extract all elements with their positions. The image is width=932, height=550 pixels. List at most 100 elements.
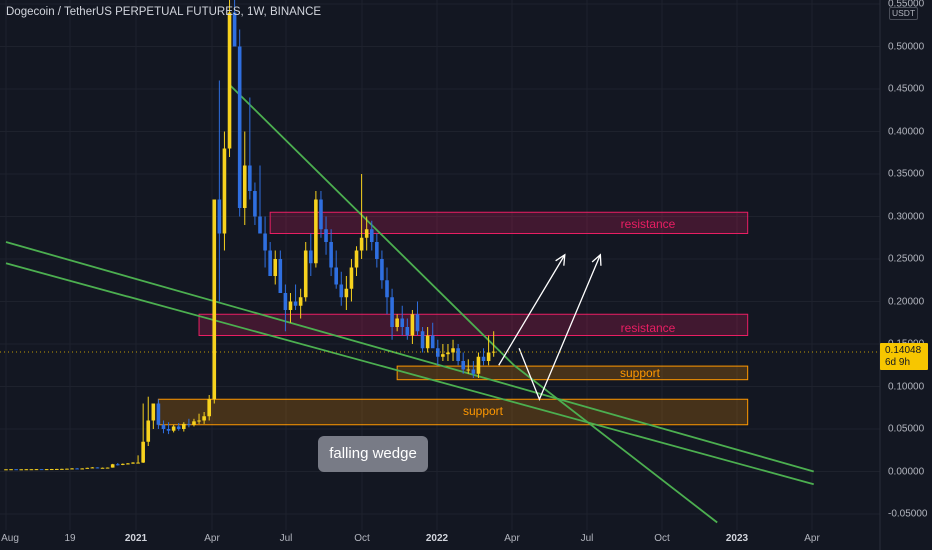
candle-body: [9, 469, 13, 471]
currency-badge[interactable]: USDT: [889, 7, 919, 20]
candle-body: [95, 467, 100, 469]
candle-body: [85, 467, 90, 469]
support-lower-zone: [157, 398, 749, 426]
candle-body: [49, 469, 54, 471]
candle-body: [456, 348, 460, 361]
candle-body: [375, 242, 379, 259]
x-tick-label: 2021: [124, 533, 148, 544]
x-tick-label: Apr: [804, 533, 820, 544]
candle-body: [491, 351, 496, 353]
candle-body: [187, 423, 191, 425]
projection-1-path: [498, 254, 566, 366]
x-tick-label: Apr: [204, 533, 220, 544]
candle-body: [100, 467, 105, 469]
candle-body: [90, 467, 95, 469]
x-tick-label: 19: [64, 533, 76, 544]
candle-body: [161, 424, 166, 429]
candle-body: [344, 288, 349, 298]
candle-body: [197, 420, 201, 422]
candle-body: [314, 199, 318, 264]
candle-body: [248, 165, 252, 191]
candle-body: [65, 468, 69, 470]
candle-body: [324, 229, 328, 242]
candle-body: [354, 250, 359, 268]
candle-body: [19, 469, 24, 471]
candle-body: [303, 250, 308, 298]
candle-body: [476, 356, 481, 374]
y-tick-label: 0.40000: [888, 126, 925, 137]
support-upper-zone: [396, 365, 749, 381]
candle-body: [121, 463, 125, 465]
candle-body: [232, 12, 237, 47]
candle-body: [471, 369, 476, 374]
x-tick-label: 2022: [425, 533, 449, 544]
resistance-upper-label: resistance: [620, 217, 676, 231]
y-tick-label: 0.50000: [888, 41, 925, 52]
projection-1-arrowhead: [555, 253, 566, 266]
chart-title: Dogecoin / TetherUS PERPETUAL FUTURES, 1…: [6, 6, 322, 18]
candle-body: [390, 297, 394, 327]
candle-body: [75, 468, 79, 470]
candle-body: [268, 250, 272, 276]
candle-body: [293, 301, 298, 306]
candle-body: [481, 356, 486, 361]
candles-layer: [4, 0, 496, 471]
candle-body: [4, 469, 8, 471]
candle-body: [441, 354, 445, 357]
candle-body: [364, 229, 369, 238]
bar-countdown: 6d 9h: [885, 357, 911, 368]
candle-body: [461, 361, 465, 370]
y-tick-label: 0.10000: [888, 381, 925, 392]
candle-body: [430, 335, 435, 349]
support-line-1-line: [5, 241, 814, 473]
candle-body: [14, 469, 18, 471]
candle-body: [446, 352, 450, 355]
candle-body: [60, 468, 64, 470]
y-tick-label: 0.45000: [888, 83, 925, 95]
candle-body: [182, 423, 186, 429]
candle-body: [171, 426, 176, 431]
wedge-upper-ext-line: [513, 364, 718, 524]
x-tick-label: Oct: [354, 533, 370, 544]
x-tick-label: Apr: [504, 533, 520, 544]
projections-layer: [498, 253, 602, 401]
candle-body: [410, 314, 415, 336]
candle-body: [405, 327, 410, 336]
candle-body: [34, 469, 39, 471]
candle-body: [425, 335, 430, 349]
candle-body: [415, 314, 420, 332]
y-tick-label: -0.05000: [888, 508, 928, 520]
candle-body: [273, 259, 278, 276]
candle-body: [126, 463, 130, 465]
candle-body: [242, 165, 247, 208]
candle-body: [253, 191, 257, 217]
candle-body: [207, 399, 211, 417]
x-tick-label: 2023: [725, 533, 749, 544]
candle-body: [334, 267, 338, 285]
candle-body: [329, 242, 333, 268]
x-tick-label: Jul: [580, 533, 594, 544]
candle-body: [44, 469, 49, 471]
candle-body: [131, 462, 135, 464]
candle-body: [166, 429, 171, 431]
candle-body: [380, 259, 384, 281]
zones-layer: [157, 211, 749, 426]
candle-body: [385, 280, 389, 298]
candle-body: [212, 199, 217, 400]
projection-2-path: [518, 254, 601, 401]
candle-body: [395, 318, 399, 327]
y-tick-label: 0.05000: [888, 423, 925, 435]
candle-body: [146, 420, 151, 442]
candle-body: [80, 468, 84, 470]
candle-body: [369, 229, 374, 242]
candle-body: [176, 426, 181, 429]
candle-body: [29, 469, 34, 471]
candle-body: [222, 148, 227, 234]
candle-body: [105, 467, 110, 469]
candle-body: [110, 464, 115, 468]
resistance-upper-zone: [269, 211, 749, 234]
candle-body: [451, 348, 455, 353]
candle-body: [115, 464, 120, 466]
